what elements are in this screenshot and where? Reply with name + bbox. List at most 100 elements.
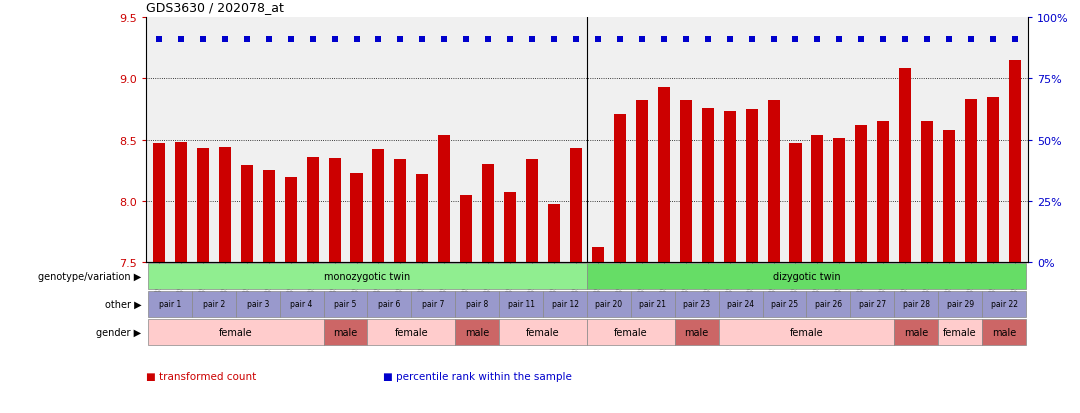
Text: male: male	[685, 327, 708, 337]
Text: male: male	[334, 327, 357, 337]
Bar	[636, 101, 648, 262]
Bar	[939, 291, 982, 318]
Bar	[499, 319, 588, 346]
Bar	[328, 159, 340, 262]
Bar	[966, 100, 977, 262]
Text: female: female	[526, 327, 559, 337]
Text: male: male	[991, 327, 1016, 337]
Bar	[658, 88, 670, 262]
Text: GDS3630 / 202078_at: GDS3630 / 202078_at	[146, 1, 284, 14]
Bar	[877, 122, 889, 262]
Bar	[745, 109, 758, 262]
Text: gender ▶: gender ▶	[96, 327, 141, 337]
Bar	[724, 112, 735, 262]
Bar	[148, 319, 324, 346]
Bar	[324, 319, 367, 346]
Bar	[762, 291, 807, 318]
Bar	[768, 101, 780, 262]
Text: pair 1: pair 1	[159, 300, 181, 309]
Text: pair 11: pair 11	[508, 300, 535, 309]
Bar	[543, 291, 588, 318]
Bar	[921, 122, 933, 262]
Bar	[789, 144, 801, 262]
Text: pair 23: pair 23	[684, 300, 711, 309]
Bar	[987, 97, 999, 262]
Bar	[280, 291, 324, 318]
Text: dizygotic twin: dizygotic twin	[772, 271, 840, 281]
Text: pair 22: pair 22	[990, 300, 1017, 309]
Bar	[679, 101, 692, 262]
Bar	[219, 147, 231, 262]
Text: male: male	[904, 327, 929, 337]
Bar	[588, 319, 675, 346]
Bar	[482, 165, 495, 262]
Bar	[526, 160, 538, 262]
Text: genotype/variation ▶: genotype/variation ▶	[38, 271, 141, 281]
Text: female: female	[789, 327, 823, 337]
Bar	[702, 108, 714, 262]
Bar	[943, 131, 955, 262]
Bar	[675, 291, 718, 318]
Bar	[718, 291, 762, 318]
Text: ■ transformed count: ■ transformed count	[146, 371, 256, 381]
Bar	[262, 171, 274, 262]
Bar	[894, 291, 939, 318]
Bar	[416, 174, 429, 262]
Text: monozygotic twin: monozygotic twin	[324, 271, 410, 281]
Text: other ▶: other ▶	[105, 299, 141, 309]
Text: pair 27: pair 27	[859, 300, 886, 309]
Text: pair 21: pair 21	[639, 300, 666, 309]
Text: pair 4: pair 4	[291, 300, 313, 309]
Bar	[504, 193, 516, 262]
Bar	[148, 291, 192, 318]
Text: pair 29: pair 29	[946, 300, 974, 309]
Text: female: female	[394, 327, 428, 337]
Text: pair 24: pair 24	[727, 300, 754, 309]
Bar	[982, 291, 1026, 318]
Bar	[241, 166, 253, 262]
Bar	[499, 291, 543, 318]
Text: pair 20: pair 20	[595, 300, 622, 309]
Bar	[285, 178, 297, 262]
Bar	[588, 291, 631, 318]
Text: pair 6: pair 6	[378, 300, 401, 309]
Bar	[718, 319, 894, 346]
Text: pair 2: pair 2	[203, 300, 225, 309]
Bar	[631, 291, 675, 318]
Bar	[192, 291, 235, 318]
Bar	[175, 142, 187, 262]
Bar	[900, 69, 912, 262]
Bar	[411, 291, 456, 318]
Bar	[850, 291, 894, 318]
Text: pair 7: pair 7	[422, 300, 445, 309]
Bar	[307, 157, 319, 262]
Text: pair 8: pair 8	[467, 300, 488, 309]
Text: pair 26: pair 26	[814, 300, 842, 309]
Text: pair 25: pair 25	[771, 300, 798, 309]
Text: female: female	[943, 327, 977, 337]
Text: female: female	[219, 327, 253, 337]
Bar	[324, 291, 367, 318]
Bar	[807, 291, 850, 318]
Bar	[197, 149, 208, 262]
Bar	[460, 195, 472, 262]
Bar	[592, 248, 604, 262]
Bar	[351, 173, 363, 262]
Bar	[1009, 61, 1021, 262]
Bar	[548, 205, 561, 262]
Text: ■ percentile rank within the sample: ■ percentile rank within the sample	[383, 371, 572, 381]
Bar	[894, 319, 939, 346]
Bar	[613, 114, 626, 262]
Bar	[367, 319, 456, 346]
Bar	[148, 263, 588, 290]
Bar	[456, 291, 499, 318]
Text: pair 12: pair 12	[552, 300, 579, 309]
Bar	[235, 291, 280, 318]
Bar	[456, 319, 499, 346]
Bar	[438, 135, 450, 262]
Bar	[855, 126, 867, 262]
Bar	[570, 149, 582, 262]
Bar	[982, 319, 1026, 346]
Bar	[367, 291, 411, 318]
Bar	[675, 319, 718, 346]
